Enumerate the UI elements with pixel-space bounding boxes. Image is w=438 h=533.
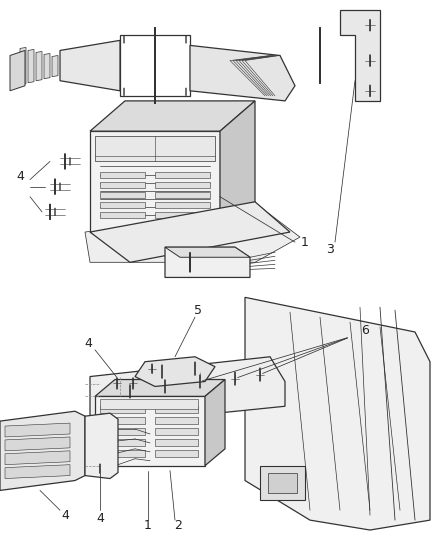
Polygon shape	[100, 172, 145, 177]
Polygon shape	[100, 192, 145, 198]
Polygon shape	[95, 136, 215, 161]
Polygon shape	[340, 10, 380, 101]
Text: 3: 3	[326, 243, 334, 256]
Polygon shape	[155, 172, 210, 177]
Polygon shape	[220, 101, 255, 232]
Polygon shape	[190, 45, 295, 101]
Polygon shape	[155, 202, 210, 208]
Polygon shape	[95, 397, 205, 466]
Polygon shape	[36, 52, 42, 80]
Text: 2: 2	[174, 519, 182, 531]
Text: 5: 5	[194, 304, 202, 317]
Polygon shape	[165, 247, 250, 257]
Polygon shape	[268, 473, 297, 494]
Polygon shape	[90, 101, 255, 131]
Polygon shape	[5, 423, 70, 437]
Polygon shape	[5, 451, 70, 465]
Polygon shape	[0, 411, 85, 490]
Text: 4: 4	[61, 508, 69, 522]
Polygon shape	[155, 192, 210, 198]
Polygon shape	[85, 413, 118, 479]
Polygon shape	[135, 357, 215, 386]
Polygon shape	[90, 357, 285, 426]
Polygon shape	[245, 297, 430, 530]
Text: 6: 6	[361, 324, 369, 336]
Polygon shape	[10, 51, 25, 91]
Polygon shape	[100, 202, 145, 208]
Polygon shape	[90, 202, 290, 262]
Polygon shape	[100, 428, 145, 435]
Polygon shape	[5, 465, 70, 479]
Polygon shape	[100, 212, 145, 218]
Polygon shape	[205, 379, 225, 466]
Text: 4: 4	[96, 512, 104, 524]
Polygon shape	[155, 450, 198, 457]
Polygon shape	[155, 212, 210, 218]
Polygon shape	[90, 131, 220, 232]
Text: 1: 1	[301, 236, 309, 248]
Polygon shape	[60, 41, 120, 91]
Text: 4: 4	[16, 170, 24, 183]
Polygon shape	[95, 379, 225, 397]
Polygon shape	[155, 439, 198, 446]
Polygon shape	[28, 50, 34, 83]
Text: 1: 1	[144, 519, 152, 531]
Polygon shape	[165, 247, 250, 278]
Polygon shape	[260, 466, 305, 500]
Polygon shape	[100, 406, 145, 413]
Polygon shape	[85, 207, 300, 262]
Polygon shape	[100, 417, 145, 424]
Polygon shape	[5, 437, 70, 451]
Polygon shape	[100, 439, 145, 446]
Polygon shape	[155, 406, 198, 413]
Polygon shape	[44, 53, 50, 79]
Polygon shape	[100, 450, 145, 457]
Polygon shape	[155, 182, 210, 188]
Polygon shape	[155, 417, 198, 424]
Polygon shape	[52, 55, 58, 77]
Polygon shape	[100, 182, 145, 188]
Polygon shape	[20, 47, 26, 85]
Polygon shape	[100, 399, 198, 409]
Polygon shape	[155, 428, 198, 435]
Text: 4: 4	[84, 337, 92, 350]
